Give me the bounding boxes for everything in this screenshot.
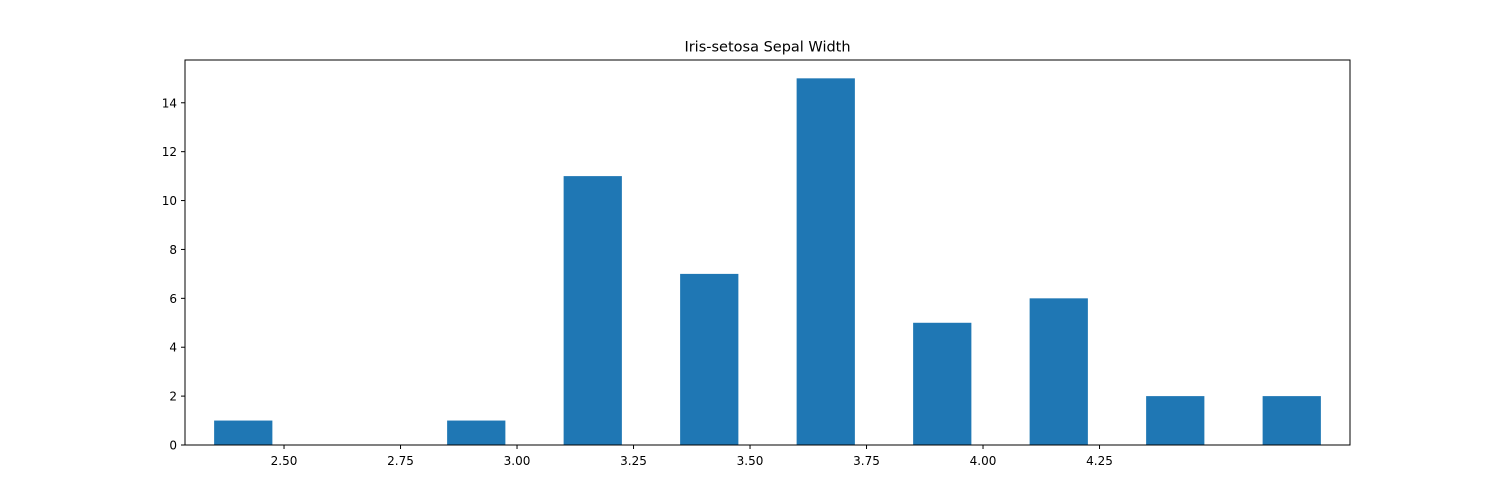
y-tick-label: 6 xyxy=(169,292,177,306)
y-tick-label: 10 xyxy=(162,194,177,208)
x-tick-label: 2.50 xyxy=(271,454,298,468)
bars-group xyxy=(214,78,1321,445)
bar-6 xyxy=(1029,298,1088,445)
y-axis-ticks: 0 2 4 6 8 10 12 14 xyxy=(162,96,185,453)
bar-5 xyxy=(913,322,972,445)
bar-1 xyxy=(447,420,506,445)
plot-frame xyxy=(184,59,1351,446)
x-tick-label: 3.75 xyxy=(853,454,880,468)
bar-8 xyxy=(1262,396,1321,445)
y-tick-label: 0 xyxy=(169,439,177,453)
x-tick-label: 2.75 xyxy=(387,454,414,468)
bar-4 xyxy=(796,78,855,445)
x-tick-label: 3.50 xyxy=(737,454,764,468)
bar-7 xyxy=(1146,396,1205,445)
y-tick-label: 8 xyxy=(169,243,177,257)
bar-3 xyxy=(680,273,739,445)
bar-2 xyxy=(563,176,622,445)
x-tick-label: 4.00 xyxy=(970,454,997,468)
y-tick-label: 4 xyxy=(169,341,177,355)
chart-title: Iris-setosa Sepal Width xyxy=(684,40,850,56)
y-tick-label: 12 xyxy=(162,145,177,159)
x-tick-label: 3.25 xyxy=(620,454,647,468)
x-axis-ticks: 2.50 2.75 3.00 3.25 3.50 3.75 4.00 4.25 xyxy=(271,445,1113,468)
y-tick-label: 2 xyxy=(169,390,177,404)
x-tick-label: 4.25 xyxy=(1086,454,1113,468)
y-tick-label: 14 xyxy=(162,96,177,110)
x-tick-label: 3.00 xyxy=(504,454,531,468)
bar-0 xyxy=(214,420,273,445)
